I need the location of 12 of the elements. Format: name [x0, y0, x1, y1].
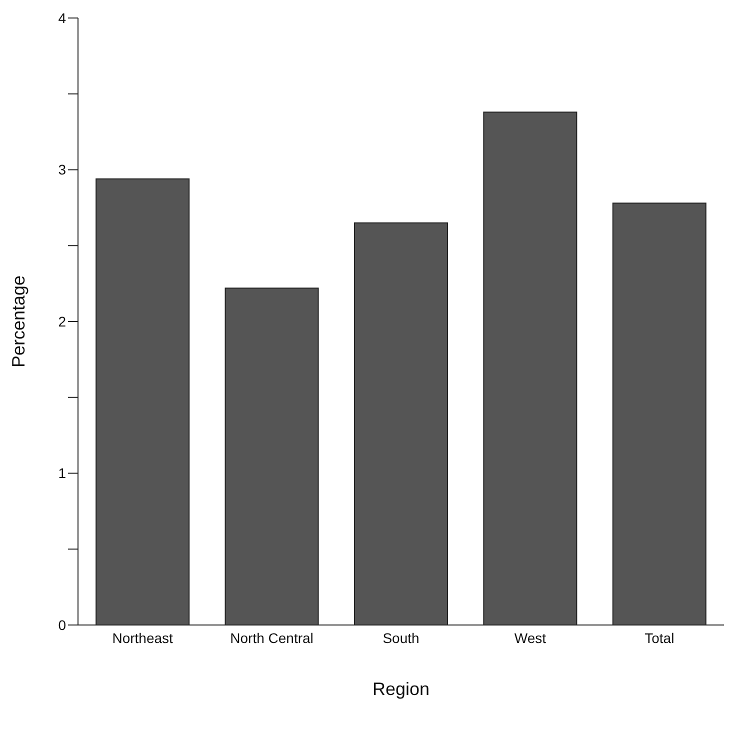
y-tick-label: 3: [58, 162, 66, 178]
x-tick-label: Northeast: [112, 630, 174, 646]
y-tick-label: 2: [58, 313, 66, 330]
y-tick-label: 1: [58, 465, 66, 482]
x-axis-title: Region: [372, 679, 430, 699]
y-tick-label: 4: [58, 10, 66, 26]
x-tick-label: South: [382, 630, 420, 646]
x-tick-label: West: [514, 630, 546, 646]
x-tick-label: Total: [644, 630, 674, 646]
y-axis-title: Percentage: [8, 275, 28, 368]
x-tick-label: North Central: [230, 630, 314, 646]
y-tick-label: 0: [58, 616, 66, 633]
